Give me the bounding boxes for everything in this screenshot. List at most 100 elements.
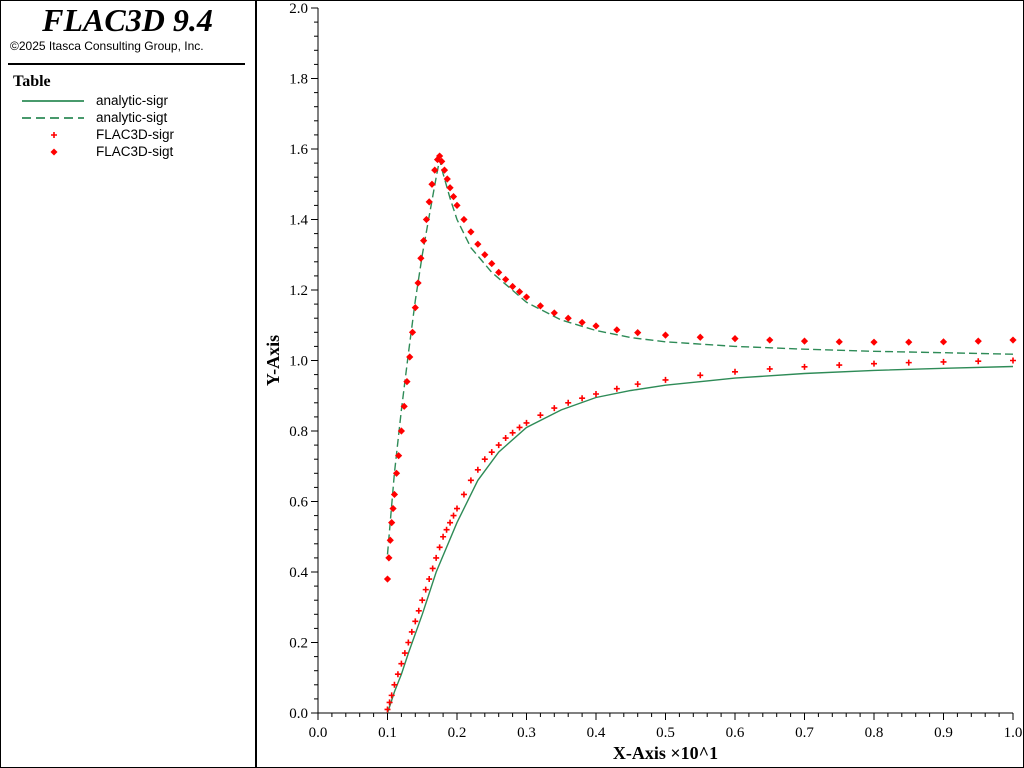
data-point-flac3d-sigr (766, 365, 773, 372)
data-point-flac3d-sigt (488, 259, 496, 268)
series-line-analytic-sigr (386, 365, 1014, 714)
data-point-flac3d-sigr (401, 650, 408, 657)
data-point-flac3d-sigt (395, 452, 403, 460)
data-point-flac3d-sigt (389, 504, 397, 513)
legend-label: FLAC3D-sigt (96, 144, 174, 159)
data-point-flac3d-sigr (697, 372, 704, 379)
data-point-flac3d-sigt (440, 166, 449, 174)
data-point-flac3d-sigt (388, 519, 396, 527)
x-tick-label: 0.3 (517, 725, 536, 741)
dashed-line-legend-icon (22, 117, 84, 119)
y-tick-label: 1.4 (289, 213, 308, 229)
data-point-flac3d-sigr (579, 395, 586, 402)
data-point-flac3d-sigr (523, 419, 530, 426)
data-point-flac3d-sigt (385, 554, 393, 562)
data-point-flac3d-sigt (400, 402, 408, 410)
data-point-flac3d-sigr (836, 362, 843, 369)
data-point-flac3d-sigt (460, 215, 468, 224)
copyright-text: ©2025 Itasca Consulting Group, Inc. (10, 39, 204, 53)
data-point-flac3d-sigr (433, 554, 440, 561)
data-point-flac3d-sigr (394, 671, 401, 678)
data-point-flac3d-sigt (446, 184, 454, 192)
data-point-flac3d-sigt (800, 337, 809, 345)
app-title: FLAC3D 9.4 (42, 2, 213, 38)
data-point-flac3d-sigr (429, 565, 436, 572)
data-point-flac3d-sigr (516, 424, 523, 431)
legend-item-flac3d-sigt: FLAC3D-sigt (22, 144, 252, 160)
data-point-flac3d-sigr (405, 639, 412, 646)
y-tick-label: 0.2 (289, 636, 308, 652)
data-point-flac3d-sigt (481, 251, 489, 259)
data-point-flac3d-sigt (564, 314, 572, 322)
data-point-flac3d-sigr (474, 466, 481, 473)
solid-line-legend-icon (22, 100, 84, 102)
title-divider (8, 63, 245, 65)
x-tick-label: 0.6 (726, 725, 745, 741)
data-point-flac3d-sigt (515, 288, 524, 296)
y-tick-label: 0.4 (289, 565, 308, 581)
series-line-analytic-sigt (386, 159, 1014, 555)
data-point-flac3d-sigr (426, 576, 433, 583)
data-point-flac3d-sigt (613, 326, 621, 334)
y-tick-label: 1.2 (289, 283, 308, 299)
data-point-flac3d-sigt (420, 237, 428, 245)
data-point-flac3d-sigr (509, 429, 516, 436)
data-point-flac3d-sigt (696, 333, 704, 341)
x-tick-label: 0.7 (795, 725, 814, 741)
chart-area: 0.0 0.2 0.4 0.6 0.8 1.0 1.2 1.4 1.6 1.8 2.0 0.0 0.1 0… (263, 1, 1023, 763)
data-point-flac3d-sigt (731, 335, 739, 343)
data-point-flac3d-sigr (447, 519, 454, 526)
data-point-flac3d-sigr (593, 390, 599, 397)
data-point-flac3d-sigr (905, 359, 912, 366)
data-point-flac3d-sigt (406, 353, 414, 361)
y-tick-label: 0.0 (289, 706, 308, 722)
data-point-flac3d-sigt (835, 338, 843, 346)
x-tick-label: 1.0 (1004, 725, 1023, 741)
data-point-flac3d-sigr (408, 628, 415, 635)
data-point-flac3d-sigr (537, 412, 544, 419)
data-point-flac3d-sigr (801, 363, 808, 370)
y-tick-label: 1.0 (289, 354, 308, 370)
data-point-flac3d-sigt (522, 293, 531, 301)
data-point-flac3d-sigt (474, 240, 482, 248)
legend-item-analytic-sigt: analytic-sigt (22, 110, 252, 126)
data-point-flac3d-sigr (732, 368, 738, 375)
data-point-flac3d-sigr (871, 360, 877, 367)
x-axis-title: X-Axis ×10^1 (613, 743, 718, 763)
y-tick-label: 2.0 (289, 1, 308, 17)
data-point-flac3d-sigr (386, 699, 393, 706)
data-point-flac3d-sigt (870, 338, 878, 346)
data-point-flac3d-sigt (939, 338, 948, 346)
data-point-flac3d-sigr (481, 456, 488, 463)
x-tick-label: 0.4 (587, 725, 606, 741)
data-point-flac3d-sigt (390, 490, 399, 499)
x-tick-label: 0.0 (309, 725, 328, 741)
data-point-flac3d-sigt (383, 575, 392, 583)
data-point-flac3d-sigt (661, 331, 670, 339)
data-point-flac3d-sigr (1010, 357, 1016, 364)
data-point-flac3d-sigr (975, 358, 982, 365)
data-point-flac3d-sigr (412, 618, 419, 625)
x-tick-label: 0.9 (934, 725, 953, 741)
data-point-flac3d-sigr (388, 692, 395, 699)
data-point-flac3d-sigt (467, 228, 475, 236)
data-point-flac3d-sigr (940, 358, 947, 365)
legend-label: analytic-sigr (96, 93, 169, 108)
data-point-flac3d-sigr (613, 385, 620, 392)
data-point-flac3d-sigr (551, 405, 558, 412)
data-point-flac3d-sigr (391, 681, 398, 688)
plus-marker-legend-icon (51, 132, 57, 138)
data-point-flac3d-sigr (488, 449, 495, 456)
legend-item-flac3d-sigr: FLAC3D-sigr (22, 127, 252, 143)
data-point-flac3d-sigr (634, 381, 641, 388)
x-tick-label: 0.1 (378, 725, 397, 741)
data-point-flac3d-sigr (436, 544, 443, 551)
data-point-flac3d-sigr (454, 505, 460, 512)
data-point-flac3d-sigr (460, 491, 467, 498)
x-tick-label: 0.8 (865, 725, 884, 741)
data-point-flac3d-sigt (1009, 336, 1017, 344)
data-point-flac3d-sigt (495, 268, 503, 276)
data-point-flac3d-sigt (425, 198, 433, 206)
data-point-flac3d-sigt (417, 254, 425, 262)
data-point-flac3d-sigr (440, 533, 447, 540)
